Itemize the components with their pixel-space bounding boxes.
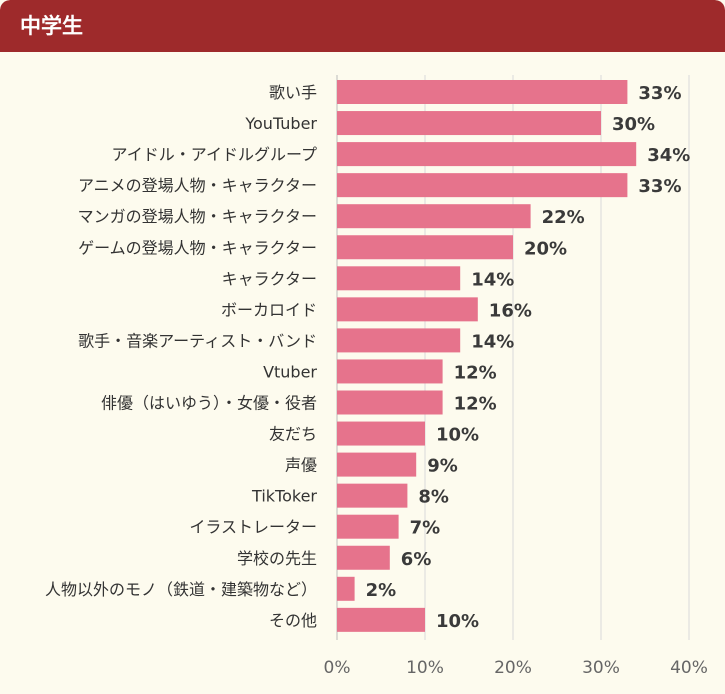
bar xyxy=(337,390,443,415)
category-label: アニメの登場人物・キャラクター xyxy=(78,176,317,195)
bar xyxy=(337,576,355,601)
value-label: 20% xyxy=(524,238,567,259)
value-label: 16% xyxy=(489,300,532,321)
category-label: その他 xyxy=(269,611,317,630)
bar xyxy=(337,421,425,446)
bar xyxy=(337,452,417,477)
category-label: 友だち xyxy=(269,425,317,444)
category-label: TikToker xyxy=(251,487,317,506)
category-label: 俳優（はいゆう）・女優・役者 xyxy=(101,394,317,413)
bar xyxy=(337,514,399,539)
bar xyxy=(337,266,461,291)
category-label: 人物以外のモノ（鉄道・建築物など） xyxy=(45,580,317,599)
value-label: 12% xyxy=(454,394,497,415)
category-label: マンガの登場人物・キャラクター xyxy=(78,207,317,226)
value-label: 14% xyxy=(471,269,514,290)
bar xyxy=(337,297,478,322)
category-label: 歌手・音楽アーティスト・バンド xyxy=(78,331,317,350)
value-label: 30% xyxy=(612,114,655,135)
value-label: 22% xyxy=(542,207,585,228)
bar xyxy=(337,545,390,570)
bar xyxy=(337,111,601,136)
header-bar: 中学生 xyxy=(0,0,725,52)
x-tick-label: 10% xyxy=(406,658,444,678)
category-label: 声優 xyxy=(285,456,317,475)
category-label: YouTuber xyxy=(244,114,317,133)
category-label: イラストレーター xyxy=(189,518,317,537)
value-label: 2% xyxy=(366,580,397,601)
bar xyxy=(337,80,628,104)
value-label: 8% xyxy=(418,487,449,508)
value-label: 33% xyxy=(638,176,681,197)
value-label: 12% xyxy=(454,362,497,383)
x-tick-label: 0% xyxy=(324,658,351,678)
bar xyxy=(337,328,461,353)
bar xyxy=(337,173,628,198)
value-label: 10% xyxy=(436,611,479,632)
category-label: アイドル・アイドルグループ xyxy=(112,145,317,164)
bar xyxy=(337,359,443,384)
bar xyxy=(337,483,408,508)
bar xyxy=(337,607,425,632)
value-label: 6% xyxy=(401,549,432,570)
value-label: 34% xyxy=(647,145,690,166)
value-label: 14% xyxy=(471,331,514,352)
category-label: Vtuber xyxy=(263,362,317,381)
category-label: 歌い手 xyxy=(269,83,317,102)
chart-title: 中学生 xyxy=(20,14,83,38)
x-tick-label: 20% xyxy=(494,658,532,678)
category-label: ゲームの登場人物・キャラクター xyxy=(78,238,317,257)
value-label: 10% xyxy=(436,425,479,446)
x-tick-label: 40% xyxy=(670,658,708,678)
category-label: 学校の先生 xyxy=(237,549,317,568)
value-label: 9% xyxy=(427,456,458,477)
category-label: ボーカロイド xyxy=(221,300,317,319)
bar xyxy=(337,142,637,167)
category-label: キャラクター xyxy=(222,269,317,288)
x-tick-label: 30% xyxy=(582,658,620,678)
value-label: 7% xyxy=(410,518,441,539)
value-label: 33% xyxy=(638,83,681,104)
bar xyxy=(337,235,513,260)
bar xyxy=(337,204,531,229)
